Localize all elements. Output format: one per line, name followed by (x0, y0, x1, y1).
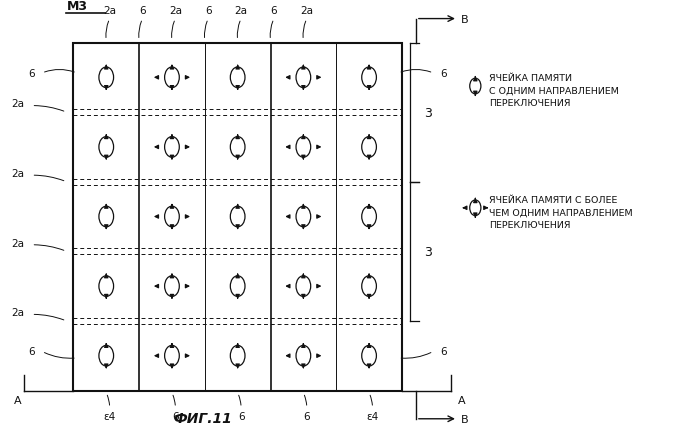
Text: 2a: 2a (169, 6, 182, 16)
Text: ФИГ.11: ФИГ.11 (173, 411, 232, 425)
Text: ε4: ε4 (366, 411, 379, 421)
Bar (73, 43, 402, 391)
Text: 6: 6 (271, 6, 278, 16)
Text: 2a: 2a (235, 6, 247, 16)
Text: 2a: 2a (11, 308, 24, 317)
Text: 2a: 2a (11, 169, 24, 178)
Text: М3: М3 (66, 0, 87, 13)
Text: B: B (461, 15, 469, 24)
Text: 6: 6 (303, 411, 310, 421)
Text: 3: 3 (424, 245, 432, 258)
Text: A: A (458, 395, 465, 405)
Text: 6: 6 (139, 6, 146, 16)
Text: A: A (14, 395, 21, 405)
Text: ε4: ε4 (103, 411, 116, 421)
Text: 6: 6 (440, 69, 447, 79)
Text: ЯЧЕЙКА ПАМЯТИ С БОЛЕЕ
ЧЕМ ОДНИМ НАПРАВЛЕНИЕМ
ПЕРЕКЛЮЧЕНИЯ: ЯЧЕЙКА ПАМЯТИ С БОЛЕЕ ЧЕМ ОДНИМ НАПРАВЛЕ… (489, 195, 633, 229)
Text: 6: 6 (440, 347, 447, 356)
Text: B: B (461, 414, 469, 424)
Text: ЯЧЕЙКА ПАМЯТИ
С ОДНИМ НАПРАВЛЕНИЕМ
ПЕРЕКЛЮЧЕНИЯ: ЯЧЕЙКА ПАМЯТИ С ОДНИМ НАПРАВЛЕНИЕМ ПЕРЕК… (489, 74, 619, 108)
Text: 6: 6 (205, 6, 212, 16)
Text: 2a: 2a (11, 99, 24, 109)
Text: 6: 6 (172, 411, 179, 421)
Text: 2a: 2a (103, 6, 116, 16)
Text: 2a: 2a (11, 238, 24, 248)
Text: 6: 6 (29, 69, 35, 79)
Text: 6: 6 (29, 347, 35, 356)
Text: 3: 3 (424, 106, 432, 119)
Text: 6: 6 (238, 411, 245, 421)
Text: 2a: 2a (301, 6, 313, 16)
